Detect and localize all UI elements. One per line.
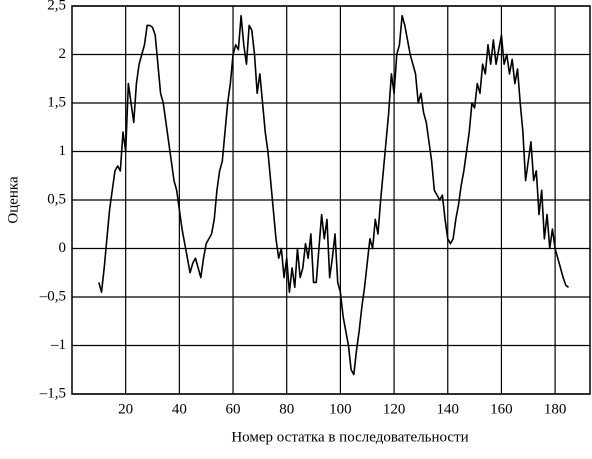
y-tick-label: 1,5 (47, 94, 66, 110)
x-tick-label: 80 (279, 401, 294, 417)
data-line (98, 14, 569, 376)
x-tick-label: 40 (172, 401, 187, 417)
x-tick-label: 180 (544, 401, 567, 417)
x-tick-label: 120 (383, 401, 406, 417)
y-tick-label: 0,5 (47, 191, 66, 207)
x-axis-title: Номер остатка в последовательности (231, 429, 468, 445)
y-tick-label: –1,5 (39, 385, 66, 401)
y-tick-label: –0,5 (39, 288, 66, 304)
x-tick-label: 60 (226, 401, 241, 417)
y-tick-label: 1 (59, 143, 67, 159)
y-tick-label: –1 (50, 337, 66, 353)
x-tick-label: 140 (437, 401, 460, 417)
y-axis-title: Оценка (5, 176, 21, 224)
y-tick-label: 2 (59, 46, 67, 62)
y-tick-label: 2,5 (47, 0, 66, 13)
y-tick-label: 0 (59, 240, 67, 256)
x-tick-label: 20 (118, 401, 133, 417)
x-tick-label: 100 (329, 401, 352, 417)
x-tick-label: 160 (490, 401, 513, 417)
